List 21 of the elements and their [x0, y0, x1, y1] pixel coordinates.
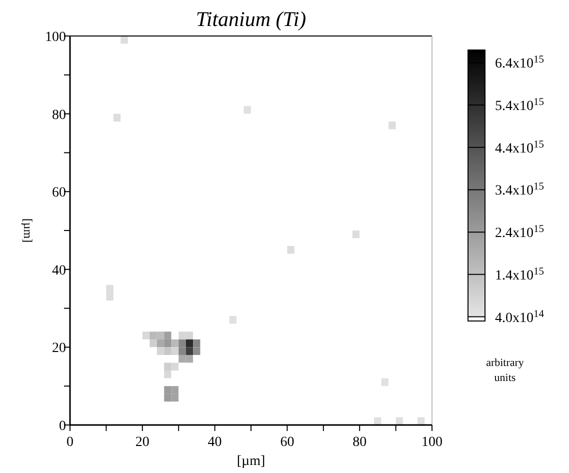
y-tick-label: 100: [45, 30, 66, 45]
x-axis-title: [µm]: [236, 454, 266, 469]
x-tick-label: 100: [422, 435, 442, 450]
color-bar-label: 1.4x10$^{15}$: [495, 266, 544, 284]
x-tick-label: 80: [352, 435, 367, 450]
y-axis-title: [µm]: [21, 218, 35, 243]
x-tick-label: 60: [280, 435, 294, 450]
x-tick-label: 40: [208, 435, 222, 450]
color-bar-title: arbitrary units: [486, 357, 524, 384]
chart-title: Titanium (Ti): [196, 7, 306, 31]
y-tick-label: 20: [52, 341, 66, 356]
color-bar-label: 5.4x10$^{15}$: [495, 96, 544, 114]
color-bar-label: 4.0x10$^{14}$: [495, 308, 545, 326]
y-tick-label: 60: [52, 186, 66, 201]
color-bar-label: 4.4x10$^{15}$: [495, 138, 544, 156]
y-tick-label: 40: [52, 263, 66, 278]
y-tick-label: 80: [52, 108, 66, 123]
color-bar-label: 2.4x10$^{15}$: [495, 224, 544, 242]
x-tick-label: 20: [135, 435, 150, 450]
color-bar-label: 6.4x10$^{15}$: [495, 54, 544, 72]
color-bar-label: 3.4x10$^{15}$: [495, 181, 544, 199]
